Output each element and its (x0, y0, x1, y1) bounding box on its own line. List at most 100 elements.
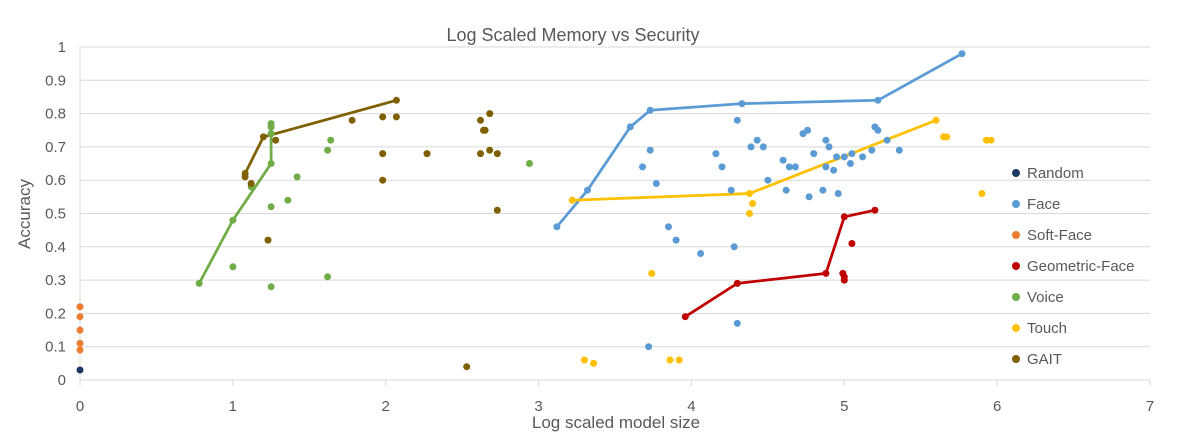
data-point-voice (229, 263, 237, 271)
data-point-random (76, 366, 84, 374)
data-point-face (785, 163, 793, 171)
data-point-face (958, 50, 966, 58)
legend: Random Face Soft-Face Geometric-Face Voice To… (1012, 165, 1135, 368)
x-tick-label: 6 (993, 398, 1001, 415)
data-point-face (840, 153, 848, 161)
data-point-face (665, 223, 672, 231)
data-point-face (733, 319, 741, 327)
legend-label-voice: Voice (1027, 289, 1064, 306)
y-tick-label: 0 (58, 372, 66, 389)
y-tick-label: 0.3 (45, 272, 66, 289)
data-point-geometric-face (733, 279, 741, 287)
data-point-soft-face (76, 313, 84, 321)
y-tick-label: 0.2 (45, 305, 66, 322)
data-point-gait (423, 150, 431, 158)
data-point-face (846, 160, 854, 167)
data-point-geometric-face (840, 213, 848, 221)
legend-label-gait: GAIT (1027, 351, 1062, 368)
data-point-face (810, 150, 818, 158)
data-point-voice (525, 160, 533, 167)
x-ticks: 0 1 2 3 4 5 6 7 (76, 380, 1154, 415)
x-tick-label: 2 (382, 398, 390, 415)
y-tick-label: 0.8 (45, 106, 66, 123)
legend-marker-voice (1012, 293, 1020, 301)
data-point-gait (379, 113, 387, 121)
data-point-face (859, 153, 867, 161)
data-point-face (782, 186, 790, 194)
legend-label-face: Face (1027, 196, 1060, 213)
data-point-face (764, 176, 772, 184)
y-ticks: 0 0.1 0.2 0.3 0.4 0.5 0.6 0.7 0.8 0.9 1 (45, 39, 66, 389)
data-point-face (874, 96, 882, 104)
y-axis-title: Accuracy (15, 179, 34, 249)
data-point-touch (666, 356, 674, 364)
data-point-voice (267, 283, 275, 291)
data-point-face (895, 146, 903, 154)
data-point-face (791, 163, 799, 171)
data-point-gait (493, 206, 501, 214)
data-point-face (727, 186, 735, 194)
x-tick-label: 1 (229, 398, 237, 415)
data-point-soft-face (76, 346, 84, 354)
data-point-face (804, 126, 812, 134)
data-point-touch (675, 356, 683, 364)
data-point-face (779, 156, 787, 164)
x-tick-label: 7 (1146, 398, 1154, 415)
data-point-touch (746, 190, 753, 197)
data-point-geometric-face (848, 240, 856, 247)
data-point-gait (264, 236, 272, 244)
y-tick-label: 0.4 (45, 239, 66, 256)
data-point-gait (463, 363, 471, 371)
series-line-voice (197, 122, 273, 285)
data-point-face (822, 136, 830, 144)
legend-marker-touch (1012, 324, 1020, 332)
data-point-face (652, 180, 660, 187)
data-point-soft-face (76, 326, 84, 334)
data-point-face (646, 106, 654, 114)
data-point-gait (272, 136, 280, 144)
legend-label-geometric-face: Geometric-Face (1027, 258, 1135, 275)
data-point-gait (379, 150, 387, 158)
data-point-face (553, 223, 561, 231)
x-tick-label: 3 (534, 398, 542, 415)
x-axis-title: Log scaled model size (532, 413, 700, 432)
data-point-voice (284, 196, 292, 204)
data-point-geometric-face (871, 206, 879, 214)
data-point-gait (392, 113, 400, 121)
data-point-voice (293, 173, 301, 181)
data-point-touch (749, 200, 757, 207)
data-point-voice (327, 136, 335, 144)
data-point-gait (241, 173, 249, 181)
data-point-touch (932, 116, 940, 124)
data-point-face (819, 186, 827, 194)
data-point-face (639, 163, 646, 171)
data-point-geometric-face (681, 313, 689, 321)
data-point-voice (267, 130, 275, 138)
data-point-face (759, 143, 767, 151)
data-point-touch (943, 133, 951, 141)
data-point-face (848, 150, 856, 158)
data-point-face (733, 116, 741, 124)
data-point-touch (580, 356, 588, 364)
data-point-gait (392, 96, 400, 104)
data-point-voice (195, 279, 203, 287)
legend-label-soft-face: Soft-Face (1027, 227, 1092, 244)
data-point-touch (987, 136, 995, 144)
legend-marker-random (1012, 169, 1020, 177)
data-point-gait (259, 133, 267, 141)
y-tick-label: 0.1 (45, 339, 66, 356)
data-point-face (883, 136, 891, 144)
data-point-gait (379, 176, 387, 184)
data-point-touch (568, 196, 576, 204)
series-points (76, 50, 995, 374)
y-tick-label: 0.6 (45, 172, 66, 189)
data-point-face (833, 153, 841, 161)
legend-marker-face (1012, 200, 1020, 208)
legend-label-touch: Touch (1027, 320, 1067, 337)
data-point-face (730, 243, 738, 251)
y-tick-label: 0.5 (45, 206, 66, 223)
data-point-voice (324, 146, 332, 154)
data-point-face (626, 123, 634, 131)
